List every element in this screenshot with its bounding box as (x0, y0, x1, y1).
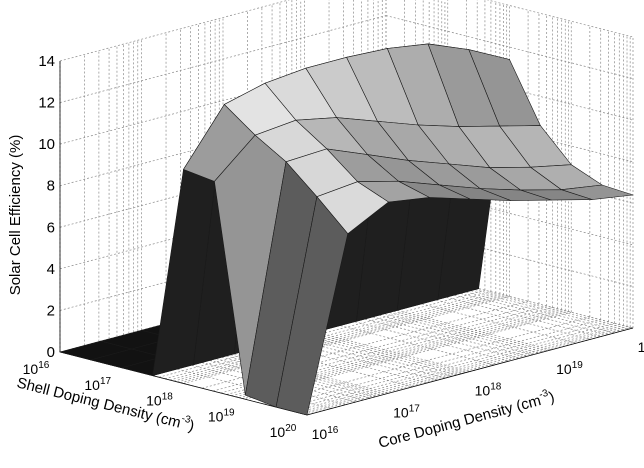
y-tick-16-exp: 16 (327, 425, 339, 436)
floor-grid-y-18 (222, 308, 471, 372)
wall-right-hgrid-4 (385, 98, 634, 163)
x-tick-19-base: 10 (208, 408, 224, 424)
wall-left-hgrid-7 (59, 0, 290, 62)
wall-right-hgrid-5 (385, 56, 634, 121)
y-tick-20: 1020 (638, 338, 644, 355)
floor-grid-y-20 (261, 297, 509, 362)
x-tick-17-base: 10 (84, 377, 100, 393)
floor-grid-y-33 (373, 268, 621, 332)
x-tick-20: 1020 (270, 423, 297, 440)
floor-grid-y-16 (215, 310, 463, 374)
x-tick-18-exp: 18 (162, 392, 174, 403)
floor-grid-y-34 (378, 266, 626, 331)
z-tick-12: 12 (38, 95, 55, 112)
y-axis-label-text: Core Doping Density (cm (377, 392, 543, 452)
floor-grid-y-27 (304, 286, 552, 351)
y-tick-18: 1018 (475, 382, 502, 399)
floor-grid-y-9 (141, 329, 389, 394)
y-tick-16: 1016 (312, 425, 339, 442)
z-tick-6: 6 (47, 219, 55, 236)
x-tick-20-exp: 20 (285, 423, 297, 434)
wall-right-hgrid-1 (385, 223, 634, 287)
x-tick-16-exp: 16 (38, 360, 50, 371)
y-tick-17: 1017 (393, 403, 420, 420)
y-tick-17-base: 10 (393, 404, 409, 420)
y-tick-19: 1019 (556, 360, 583, 377)
y-axis-label-sup: -3 (538, 388, 550, 401)
floor-grid-y-14 (204, 312, 453, 377)
floor-grid-y-31 (361, 271, 609, 335)
floor-grid-y-36 (385, 264, 634, 329)
x-axis-label-tail: ) (187, 417, 196, 435)
floor-grid-x-31 (288, 322, 615, 411)
floor-grid-y-11 (180, 319, 428, 384)
floor-grid-y-17 (219, 309, 467, 373)
y-tick-18-base: 10 (475, 383, 491, 399)
x-tick-17: 1017 (84, 376, 111, 393)
z-tick-2: 2 (47, 302, 55, 319)
x-tick-19: 1019 (208, 407, 235, 424)
x-tick-16-base: 10 (23, 361, 39, 377)
surface-mesh (58, 43, 634, 416)
z-tick-0: 0 (47, 344, 55, 361)
floor-grid-y-23 (286, 291, 534, 355)
floor-grid-y-21 (271, 295, 520, 359)
floor-grid-x-35 (304, 326, 631, 415)
x-tick-19-exp: 19 (223, 407, 235, 418)
floor-grid-y-7 (133, 332, 381, 396)
floor-grid-y-12 (190, 316, 438, 381)
x-tick-18: 1018 (146, 392, 173, 409)
floor-grid-y-10 (165, 323, 414, 388)
wall-right-hgrid-2 (385, 181, 634, 246)
floor-grid-y-22 (279, 292, 528, 357)
y-tick-19-base: 10 (556, 361, 572, 377)
floor-grid-y-32 (367, 269, 616, 334)
y-tick-18-exp: 18 (490, 382, 502, 393)
floor-grid-y-13 (198, 314, 446, 379)
floor-grid-y-15 (210, 311, 458, 376)
z-axis-label: Solar Cell Efficiency (%) (7, 135, 24, 296)
y-tick-17-exp: 17 (409, 403, 421, 414)
z-tick-10: 10 (38, 136, 55, 153)
floor-grid-y-35 (382, 265, 630, 330)
y-axis-line (306, 327, 634, 416)
wall-right-hgrid-6 (385, 15, 634, 79)
floor-grid-y-29 (343, 276, 591, 340)
floor-grid-y-24 (291, 289, 539, 354)
floor-grid-x-18 (183, 296, 510, 384)
y-tick-19-exp: 19 (572, 360, 584, 371)
floor-grid-y-26 (300, 287, 548, 352)
wall-left-hgrid-6 (59, 15, 387, 103)
y-tick-16-base: 10 (312, 426, 328, 442)
floor-grid-y-25 (296, 288, 544, 353)
x-tick-17-exp: 17 (100, 376, 112, 387)
z-tick-14: 14 (38, 53, 55, 70)
floor-grid-y-30 (353, 273, 601, 337)
floor-grid-y-28 (328, 279, 577, 344)
z-tick-4: 4 (47, 261, 55, 278)
floor-grid-y-5 (123, 334, 371, 399)
x-axis-label-sup: -3 (180, 413, 192, 426)
z-tick-8: 8 (47, 178, 55, 195)
floor-grid-y-6 (128, 333, 376, 397)
floor-grid-y-8 (137, 330, 385, 395)
x-tick-18-base: 10 (146, 393, 162, 409)
wall-right-hgrid-7 (486, 0, 634, 38)
y-axis-label-tail: ) (547, 388, 556, 406)
floor-grid-x-28 (263, 316, 590, 405)
floor-grid-y-4 (116, 336, 365, 401)
floor-grid-y-19 (247, 301, 495, 366)
x-tick-20-base: 10 (270, 424, 286, 440)
surface-patch-7-0 (275, 196, 349, 416)
y-tick-20-base: 10 (638, 339, 644, 355)
x-tick-16: 1016 (23, 360, 50, 377)
floor-grid-y-3 (108, 338, 357, 403)
